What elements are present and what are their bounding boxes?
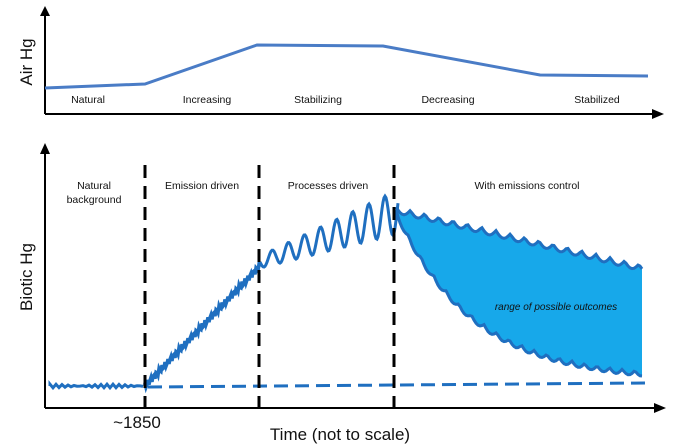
outcome-lower-line	[394, 209, 643, 378]
natural-background-line	[48, 380, 144, 391]
bottom-phase-natural-line1: Natural	[77, 180, 111, 192]
outcome-range-label: range of possible outcomes	[495, 302, 617, 313]
top-x-arrow	[652, 109, 664, 119]
top-y-label: Air Hg	[17, 38, 36, 85]
emission-driven-line	[143, 257, 262, 394]
bottom-y-arrow	[40, 143, 50, 154]
processes-driven-line	[258, 193, 400, 269]
top-phase-stabilizing: Stabilizing	[294, 94, 342, 106]
x-tick-1850: ~1850	[113, 413, 161, 432]
bottom-phase-natural-line2: background	[67, 194, 122, 206]
top-phase-natural: Natural	[71, 94, 105, 106]
top-phase-stabilized: Stabilized	[574, 94, 620, 106]
outcome-upper-line	[394, 206, 644, 271]
outcome-range-area	[396, 207, 642, 376]
bottom-y-label: Biotic Hg	[17, 243, 36, 311]
x-axis-title: Time (not to scale)	[270, 425, 410, 444]
bottom-phase-processes: Processes driven	[288, 180, 369, 192]
top-y-arrow	[40, 6, 50, 16]
bottom-phase-control: With emissions control	[474, 180, 579, 192]
bottom-x-arrow	[654, 403, 666, 413]
baseline-dashed-line	[147, 381, 646, 389]
top-phase-increasing: Increasing	[183, 94, 232, 106]
top-phase-decreasing: Decreasing	[421, 94, 474, 106]
air-hg-line	[44, 43, 649, 90]
bottom-phase-emission: Emission driven	[165, 180, 239, 192]
